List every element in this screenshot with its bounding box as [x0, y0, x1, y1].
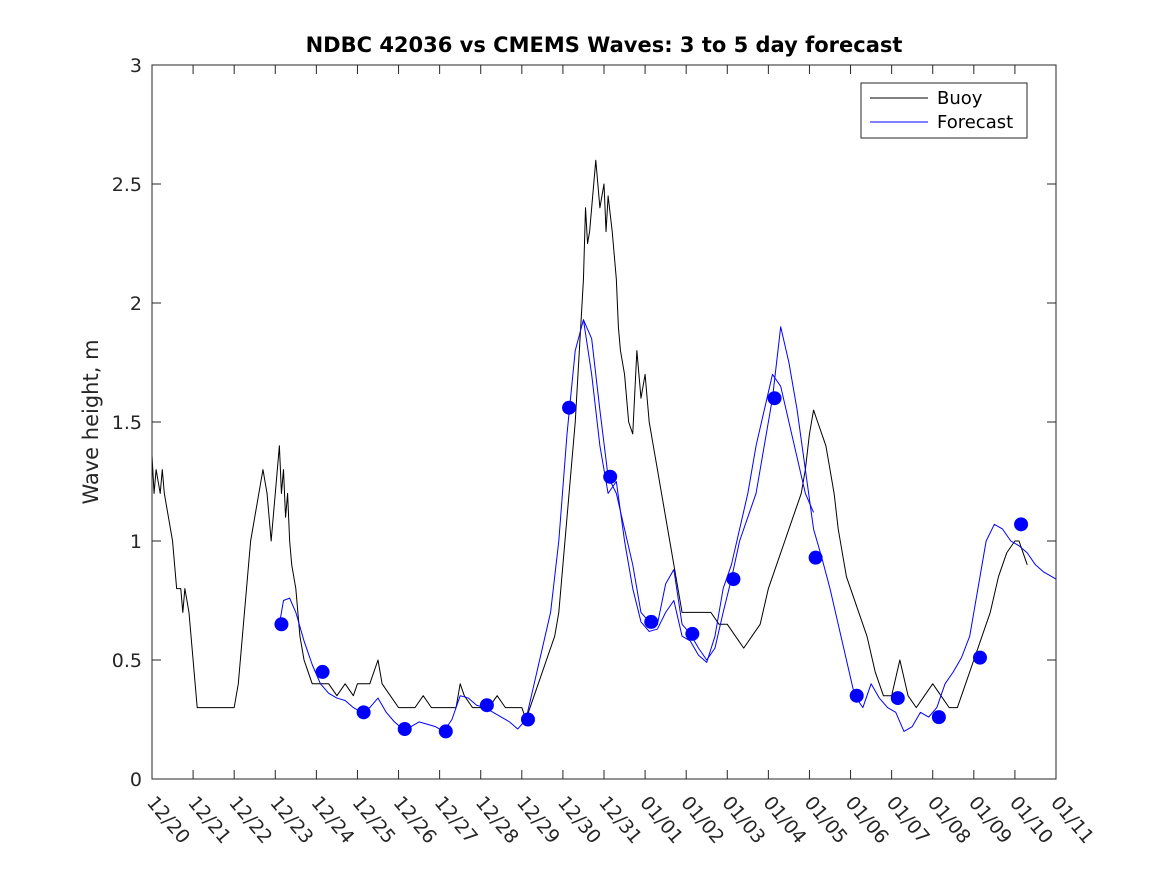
series-line-buoy: [151, 159, 1028, 720]
forecast-marker: [520, 712, 535, 727]
forecast-marker: [274, 617, 289, 632]
y-tick-label: 0.5: [112, 650, 142, 672]
y-axis-label: Wave height, m: [79, 339, 103, 504]
plot-area: [152, 65, 1056, 779]
forecast-marker: [438, 724, 453, 739]
y-tick-labels: 0 0.5 1 1.5 2 2.5 3: [112, 55, 142, 791]
forecast-marker: [562, 400, 577, 415]
legend-label-forecast: Forecast: [937, 112, 1013, 133]
axis-ticks: [151, 64, 1057, 780]
forecast-marker: [479, 698, 494, 713]
y-tick-label: 1.5: [112, 412, 142, 434]
forecast-marker: [315, 664, 330, 679]
plot-frame: [151, 64, 1057, 780]
legend-label-buoy: Buoy: [937, 88, 983, 109]
forecast-marker: [931, 710, 946, 725]
y-tick-label: 2.5: [112, 174, 142, 196]
forecast-marker: [1014, 517, 1029, 532]
y-tick-label: 3: [130, 55, 142, 77]
chart-title: NDBC 42036 vs CMEMS Waves: 3 to 5 day fo…: [306, 33, 903, 57]
forecast-marker: [808, 550, 823, 565]
y-tick-label: 1: [130, 531, 142, 553]
markers-layer: [274, 391, 1029, 739]
forecast-marker: [726, 572, 741, 587]
forecast-marker: [972, 650, 987, 665]
series-line-forecast-alt: [582, 319, 815, 663]
forecast-marker: [849, 688, 864, 703]
legend-box: [860, 82, 1028, 139]
forecast-marker: [890, 691, 905, 706]
forecast-marker: [397, 722, 412, 737]
forecast-marker: [356, 705, 371, 720]
y-tick-label: 0: [130, 769, 142, 791]
legend: Buoy Forecast: [860, 82, 1028, 139]
forecast-marker: [767, 391, 782, 406]
forecast-marker: [603, 469, 618, 484]
forecast-marker: [644, 614, 659, 629]
forecast-marker: [685, 626, 700, 641]
y-tick-label: 2: [130, 293, 142, 315]
